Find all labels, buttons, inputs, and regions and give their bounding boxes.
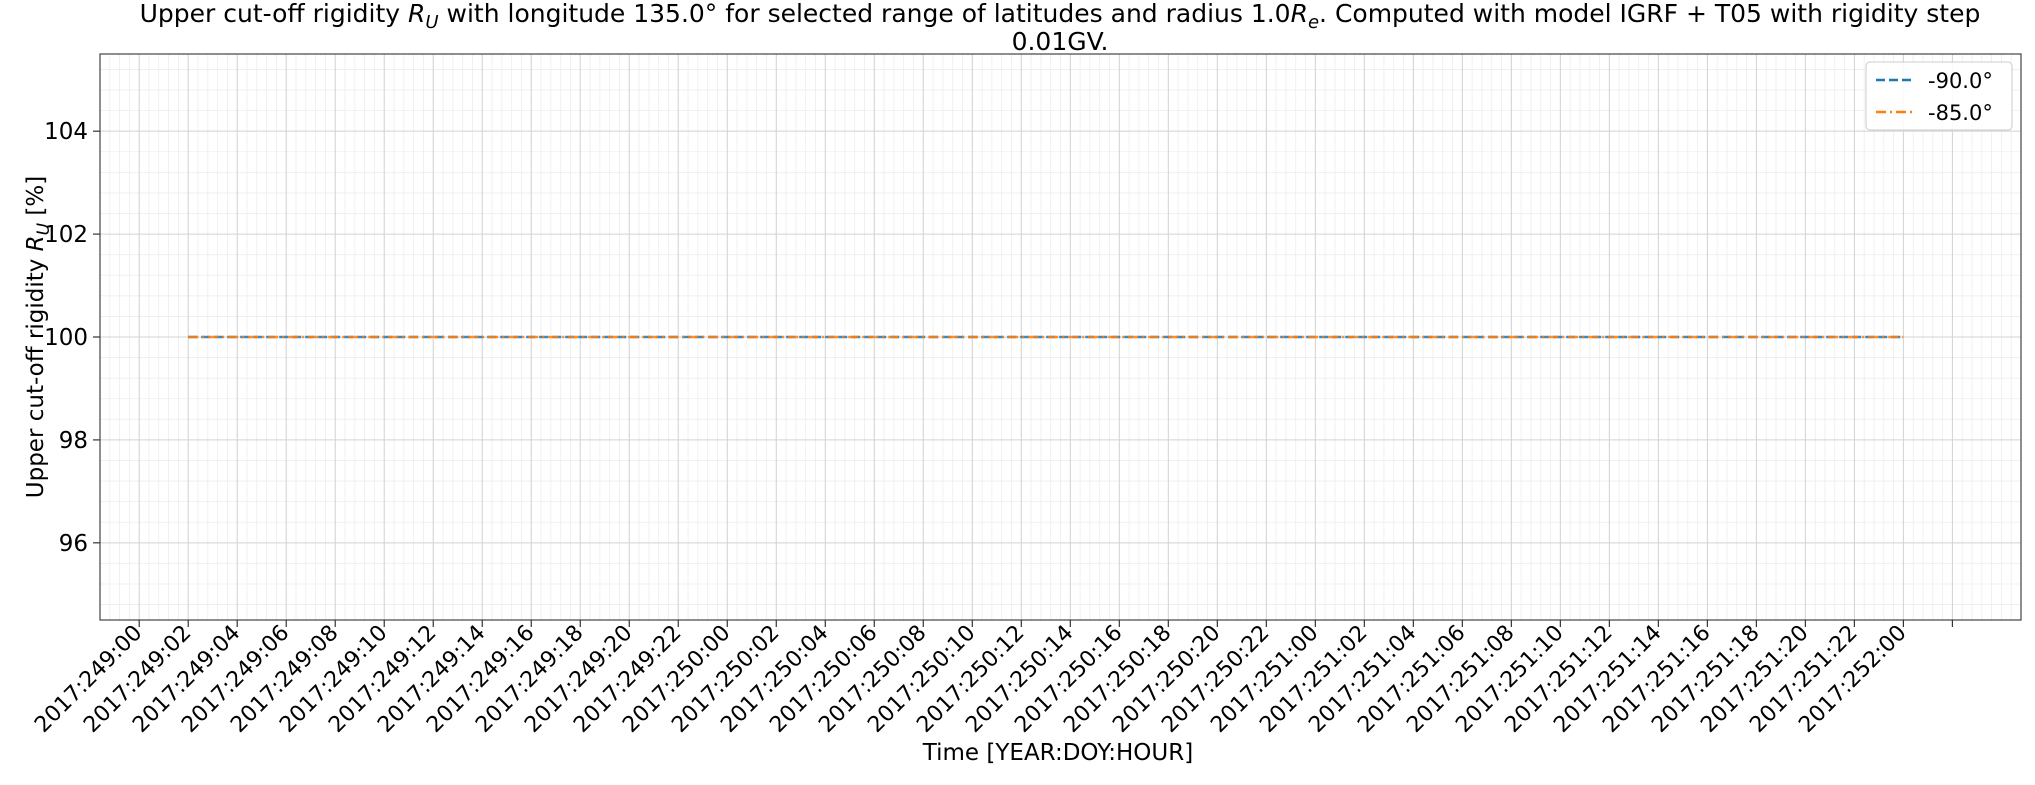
- y-tick-label: 98: [59, 428, 88, 454]
- y-ticks: 96 98 100 102 104: [44, 119, 100, 557]
- chart-title: Upper cut-off rigidity RU with longitude…: [140, 0, 1981, 56]
- chart-title-line1: Upper cut-off rigidity RU with longitude…: [140, 0, 1981, 33]
- y-tick-label: 104: [44, 119, 88, 145]
- legend: -90.0° -85.0°: [1865, 61, 2013, 131]
- chart-title-line2: 0.01GV.: [1012, 27, 1109, 56]
- legend-label-series-2: -85.0°: [1928, 101, 1993, 125]
- x-axis-label: Time [YEAR:DOY:HOUR]: [922, 740, 1193, 766]
- y-tick-label: 102: [44, 222, 88, 248]
- y-tick-label: 100: [44, 325, 88, 351]
- y-tick-label: 96: [59, 531, 88, 557]
- x-ticks: 2017:249:002017:249:022017:249:042017:24…: [30, 620, 1953, 738]
- y-axis-label: Upper cut-off rigidity RU [%]: [23, 176, 54, 498]
- legend-label-series-1: -90.0°: [1928, 69, 1993, 93]
